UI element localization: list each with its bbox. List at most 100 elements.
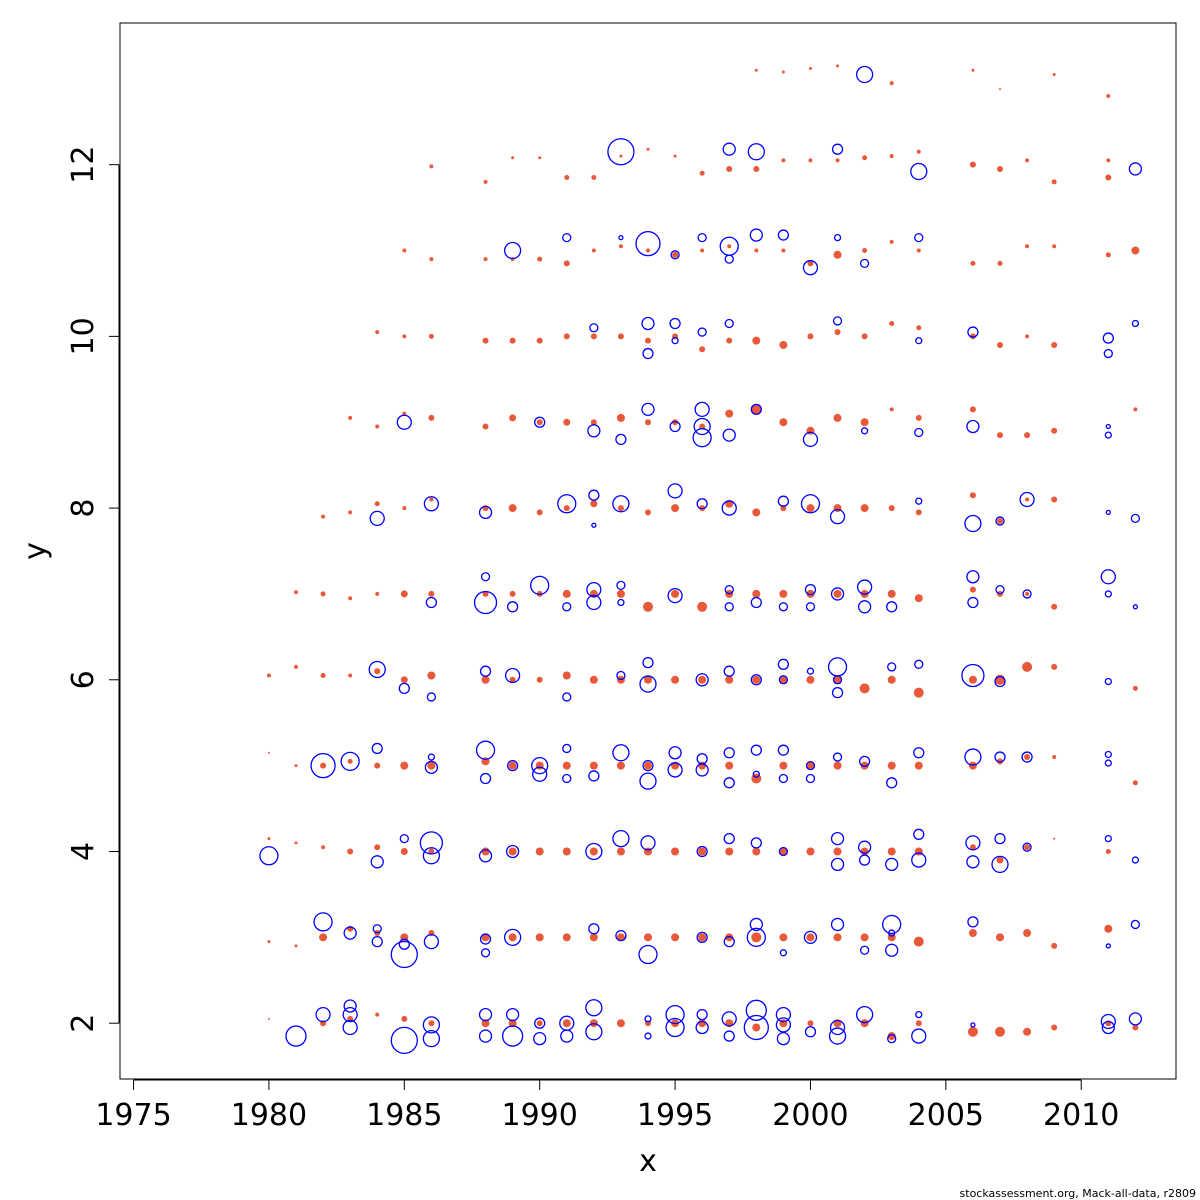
- positive-residual-bubble: [589, 675, 598, 684]
- positive-residual-bubble: [806, 504, 815, 513]
- negative-residual-bubble: [806, 667, 815, 675]
- positive-residual-bubble: [969, 844, 976, 851]
- positive-residual-bubble: [482, 337, 489, 344]
- positive-residual-bubble: [508, 933, 517, 942]
- negative-residual-bubble: [885, 857, 899, 872]
- positive-residual-bubble: [511, 156, 515, 160]
- positive-residual-bubble: [1051, 427, 1058, 434]
- positive-residual-bubble: [481, 1019, 490, 1028]
- negative-residual-bubble: [859, 258, 870, 269]
- negative-residual-bubble: [665, 1017, 685, 1038]
- negative-residual-bubble: [802, 260, 819, 276]
- negative-residual-bubble: [585, 1023, 603, 1041]
- positive-residual-bubble: [1024, 754, 1031, 761]
- positive-residual-bubble: [1025, 158, 1030, 163]
- positive-residual-bubble: [294, 841, 298, 845]
- positive-residual-bubble: [428, 848, 435, 855]
- negative-residual-bubble: [617, 598, 625, 607]
- positive-residual-bubble: [779, 847, 788, 856]
- positive-residual-bubble: [428, 1020, 435, 1027]
- negative-residual-bubble: [966, 419, 980, 434]
- positive-residual-bubble: [562, 933, 571, 942]
- negative-residual-bubble: [425, 596, 438, 609]
- positive-residual-bubble: [969, 492, 976, 499]
- negative-residual-bubble: [829, 1019, 846, 1036]
- positive-residual-bubble: [889, 239, 894, 244]
- positive-residual-bubble: [834, 329, 841, 336]
- negative-residual-bubble: [1104, 677, 1112, 686]
- positive-residual-bubble: [267, 940, 271, 944]
- positive-residual-bubble: [699, 505, 706, 512]
- negative-residual-bubble: [504, 667, 521, 684]
- negative-residual-bubble: [914, 232, 924, 243]
- positive-residual-bubble: [1051, 341, 1058, 348]
- negative-residual-bubble: [480, 948, 491, 958]
- positive-residual-bubble: [428, 590, 435, 597]
- positive-residual-bubble: [1052, 244, 1057, 249]
- positive-residual-bubble: [833, 250, 842, 259]
- negative-residual-bubble: [618, 234, 624, 241]
- negative-residual-bubble: [557, 494, 577, 514]
- positive-residual-bubble: [563, 260, 570, 267]
- positive-residual-bubble: [617, 333, 624, 340]
- positive-residual-bubble: [1025, 244, 1030, 249]
- negative-residual-bubble: [642, 347, 654, 360]
- positive-residual-bubble: [1051, 1024, 1058, 1031]
- negative-residual-bubble: [588, 923, 600, 935]
- negative-residual-bubble: [913, 828, 925, 840]
- positive-residual-bubble: [266, 673, 271, 678]
- positive-residual-bubble: [699, 170, 705, 176]
- positive-residual-bubble: [320, 672, 326, 678]
- positive-residual-bubble: [536, 676, 543, 683]
- negative-residual-bubble: [396, 414, 412, 430]
- positive-residual-bubble: [374, 762, 381, 769]
- positive-residual-bubble: [536, 419, 543, 426]
- negative-residual-bubble: [830, 587, 845, 601]
- negative-residual-bubble: [778, 846, 789, 857]
- positive-residual-bubble: [1105, 848, 1111, 854]
- positive-residual-bubble: [1132, 685, 1138, 691]
- credit-text: stockassessment.org, Mack-all-data, r280…: [960, 1187, 1196, 1200]
- positive-residual-bubble: [427, 671, 436, 680]
- positive-residual-bubble: [752, 589, 761, 598]
- negative-residual-bubble: [478, 849, 493, 863]
- negative-residual-bubble: [858, 755, 871, 767]
- plot-frame: [119, 22, 1177, 1080]
- negative-residual-bubble: [911, 852, 927, 868]
- positive-residual-bubble: [1051, 603, 1058, 610]
- positive-residual-bubble: [508, 847, 517, 856]
- positive-residual-bubble: [375, 591, 380, 596]
- positive-residual-bubble: [347, 848, 354, 855]
- positive-residual-bubble: [779, 418, 788, 427]
- positive-residual-bubble: [1051, 496, 1058, 503]
- positive-residual-bubble: [1051, 942, 1058, 949]
- positive-residual-bubble: [348, 510, 353, 515]
- negative-residual-bubble: [719, 236, 739, 256]
- positive-residual-bubble: [752, 675, 761, 684]
- negative-residual-bubble: [723, 832, 735, 845]
- positive-residual-bubble: [806, 933, 815, 942]
- negative-residual-bubble: [860, 427, 869, 435]
- negative-residual-bubble: [830, 857, 845, 872]
- negative-residual-bubble: [259, 846, 279, 866]
- positive-residual-bubble: [672, 419, 679, 426]
- negative-residual-bubble: [506, 759, 519, 772]
- negative-residual-bubble: [370, 855, 384, 869]
- positive-residual-bubble: [833, 413, 842, 422]
- negative-residual-bubble: [1104, 750, 1112, 759]
- positive-residual-bubble: [645, 509, 651, 516]
- positive-residual-bubble: [997, 165, 1003, 172]
- negative-residual-bubble: [970, 1022, 976, 1028]
- positive-residual-bubble: [807, 260, 814, 267]
- positive-residual-bubble: [889, 154, 894, 159]
- negative-residual-bubble: [696, 753, 708, 765]
- positive-residual-bubble: [967, 1026, 978, 1037]
- negative-residual-bubble: [805, 602, 816, 612]
- positive-residual-bubble: [536, 1020, 543, 1027]
- negative-residual-bubble: [588, 489, 600, 501]
- negative-residual-bubble: [830, 917, 845, 932]
- positive-residual-bubble: [671, 675, 680, 684]
- negative-residual-bubble: [667, 762, 683, 778]
- x-tick-label-1990: 1990: [502, 1098, 578, 1133]
